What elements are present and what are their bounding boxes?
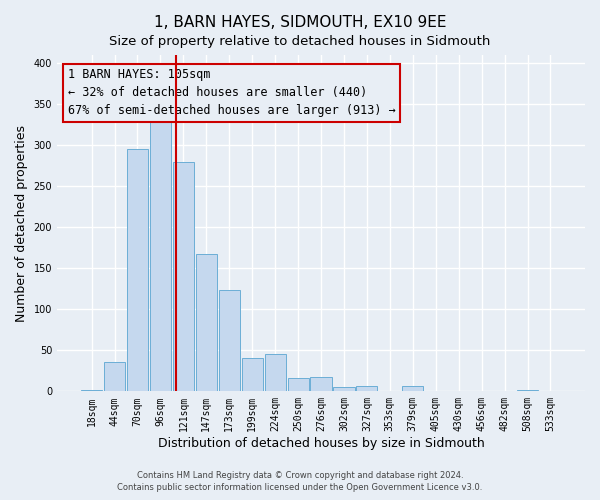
Text: 1, BARN HAYES, SIDMOUTH, EX10 9EE: 1, BARN HAYES, SIDMOUTH, EX10 9EE <box>154 15 446 30</box>
Text: Size of property relative to detached houses in Sidmouth: Size of property relative to detached ho… <box>109 35 491 48</box>
Bar <box>173 162 194 392</box>
Bar <box>265 354 286 392</box>
Bar <box>356 386 377 392</box>
Bar <box>218 290 240 392</box>
Text: 1 BARN HAYES: 105sqm
← 32% of detached houses are smaller (440)
67% of semi-deta: 1 BARN HAYES: 105sqm ← 32% of detached h… <box>68 68 395 117</box>
Bar <box>334 387 355 392</box>
Bar <box>402 386 424 392</box>
Y-axis label: Number of detached properties: Number of detached properties <box>15 124 28 322</box>
Bar <box>517 390 538 392</box>
Text: Contains HM Land Registry data © Crown copyright and database right 2024.
Contai: Contains HM Land Registry data © Crown c… <box>118 471 482 492</box>
Bar <box>104 362 125 392</box>
Bar <box>196 254 217 392</box>
Bar <box>287 378 308 392</box>
Bar <box>127 150 148 392</box>
Bar <box>242 358 263 392</box>
Bar <box>81 390 102 392</box>
Bar <box>310 378 332 392</box>
X-axis label: Distribution of detached houses by size in Sidmouth: Distribution of detached houses by size … <box>158 437 484 450</box>
Bar <box>150 120 171 392</box>
